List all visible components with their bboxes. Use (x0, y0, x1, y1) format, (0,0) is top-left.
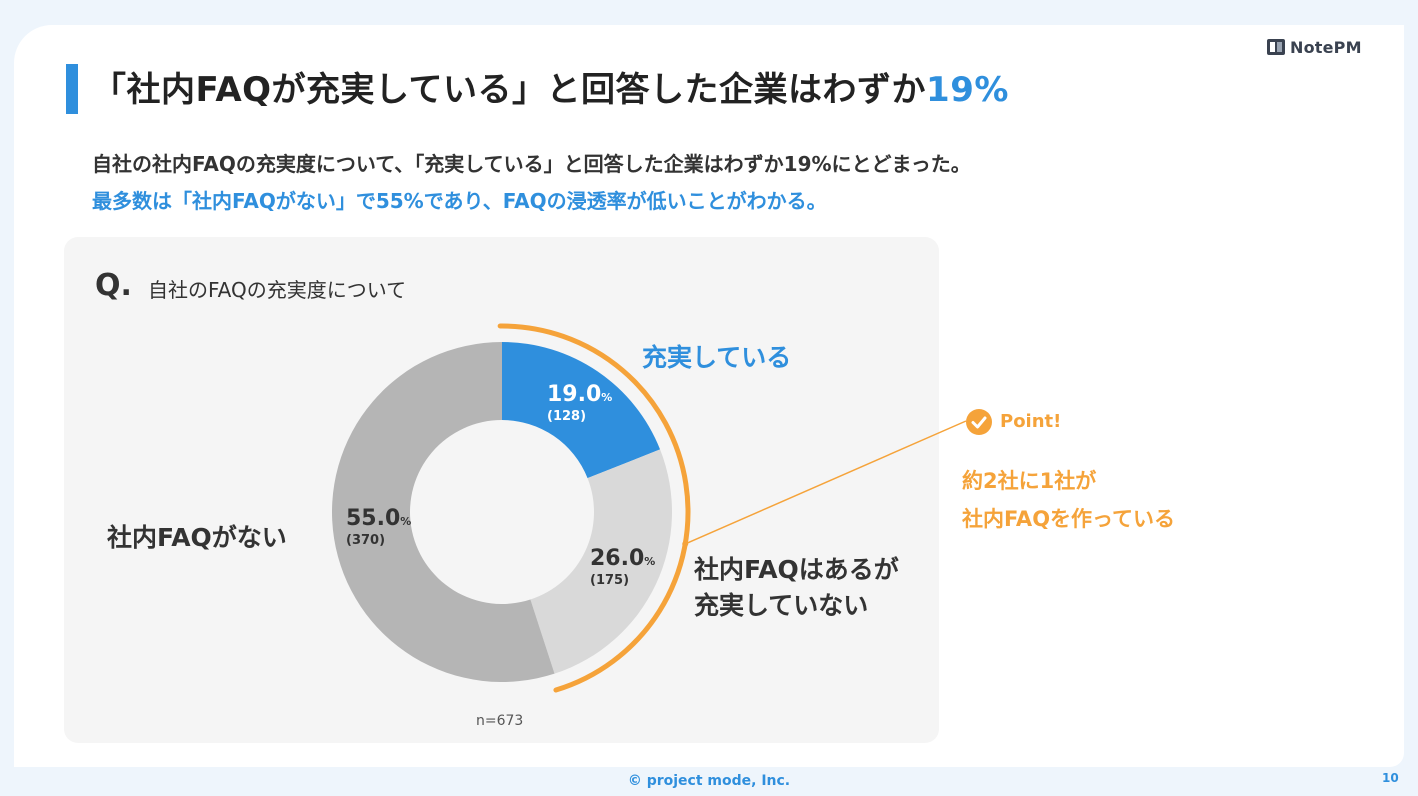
category-label-full: 充実している (642, 343, 792, 372)
slice-partial (530, 449, 672, 674)
value-label-full: 19.0% (128) (547, 382, 612, 424)
logo-text: NotePM (1290, 37, 1362, 57)
slice-none (332, 342, 555, 682)
point-text: 約2社に1社が 社内FAQを作っている (962, 462, 1175, 538)
subtitle-line-1: 自社の社内FAQの充実度について、「充実している」と回答した企業はわずか19%に… (92, 152, 971, 176)
highlight-arc (497, 323, 691, 693)
category-label-partial: 社内FAQはあるが 充実していない (694, 552, 899, 624)
slice-full (502, 342, 661, 479)
point-label: Point! (1000, 411, 1062, 432)
value-unit-partial: % (644, 555, 656, 568)
page-number: 10 (1382, 771, 1399, 785)
question-text: 自社のFAQの充実度について (148, 278, 407, 302)
notepm-logo: NotePM (1266, 37, 1362, 57)
value-unit-full: % (601, 391, 613, 404)
value-label-partial: 26.0% (175) (590, 546, 655, 588)
count-partial: (175) (590, 573, 630, 588)
category-label-partial-line-2: 充実していない (694, 591, 869, 620)
value-none: 55.0 (346, 506, 401, 531)
copyright: © project mode, Inc. (627, 773, 791, 789)
notepm-logo-icon (1267, 39, 1285, 55)
value-partial: 26.0 (590, 546, 645, 571)
point-text-line-2: 社内FAQを作っている (962, 507, 1175, 531)
callout-dot (682, 540, 689, 547)
title-main: 「社内FAQが充実している」と回答した企業はわずか (92, 70, 927, 110)
category-label-none: 社内FAQがない (107, 523, 287, 552)
page-title: 「社内FAQが充実している」と回答した企業はわずか19% (92, 62, 1009, 111)
subtitle-line-2: 最多数は「社内FAQがない」で55%であり、FAQの浸透率が低いことがわかる。 (92, 189, 827, 213)
title-highlight: 19% (926, 70, 1009, 110)
count-full: (128) (547, 409, 587, 424)
value-label-none: 55.0% (370) (346, 506, 411, 548)
sample-size: n=673 (476, 713, 524, 729)
callout-line (684, 420, 967, 545)
value-unit-none: % (400, 515, 412, 528)
value-full: 19.0 (547, 382, 602, 407)
check-circle-icon (966, 409, 992, 435)
category-label-partial-line-1: 社内FAQはあるが (694, 555, 899, 584)
title-accent-bar (66, 64, 78, 114)
point-text-line-1: 約2社に1社が (962, 469, 1097, 493)
count-none: (370) (346, 533, 386, 548)
question-mark: Q. (95, 268, 132, 303)
